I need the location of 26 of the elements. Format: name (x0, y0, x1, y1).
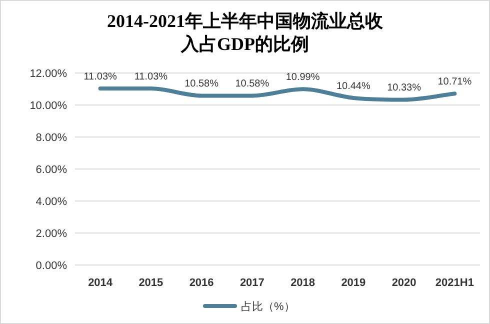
data-label: 10.58% (184, 78, 219, 90)
y-tick-label: 2.00% (36, 228, 68, 240)
data-label: 10.58% (235, 78, 270, 90)
y-tick-label: 12.00% (30, 68, 68, 80)
x-tick-label: 2018 (290, 277, 316, 289)
y-tick-label: 6.00% (36, 164, 68, 176)
y-tick-label: 4.00% (36, 196, 68, 208)
x-tick-label: 2019 (341, 277, 366, 289)
y-tick-label: 10.00% (30, 100, 68, 112)
data-label: 11.03% (84, 72, 117, 83)
x-tick-label: 2017 (240, 277, 264, 289)
data-label: 10.33% (387, 82, 422, 94)
x-tick-label: 2020 (392, 277, 416, 289)
y-tick-label: 0.00% (36, 260, 68, 272)
data-label: 10.44% (336, 80, 370, 92)
x-tick-label: 2015 (138, 277, 164, 289)
y-tick-label: 8.00% (36, 132, 68, 144)
x-tick-label: 2014 (88, 277, 114, 289)
x-tick-label: 2021H1 (435, 277, 474, 289)
title: 2014-2021年上半年中国物流业总收入占GDP的比例 (107, 11, 383, 54)
data-label: 10.71% (438, 76, 472, 88)
legend-label: 占比（%） (241, 300, 295, 313)
x-tick-label: 2016 (189, 277, 214, 289)
data-label: 10.99% (286, 72, 320, 84)
legend: 占比（%） (203, 301, 295, 313)
data-label: 11.03% (134, 72, 168, 83)
